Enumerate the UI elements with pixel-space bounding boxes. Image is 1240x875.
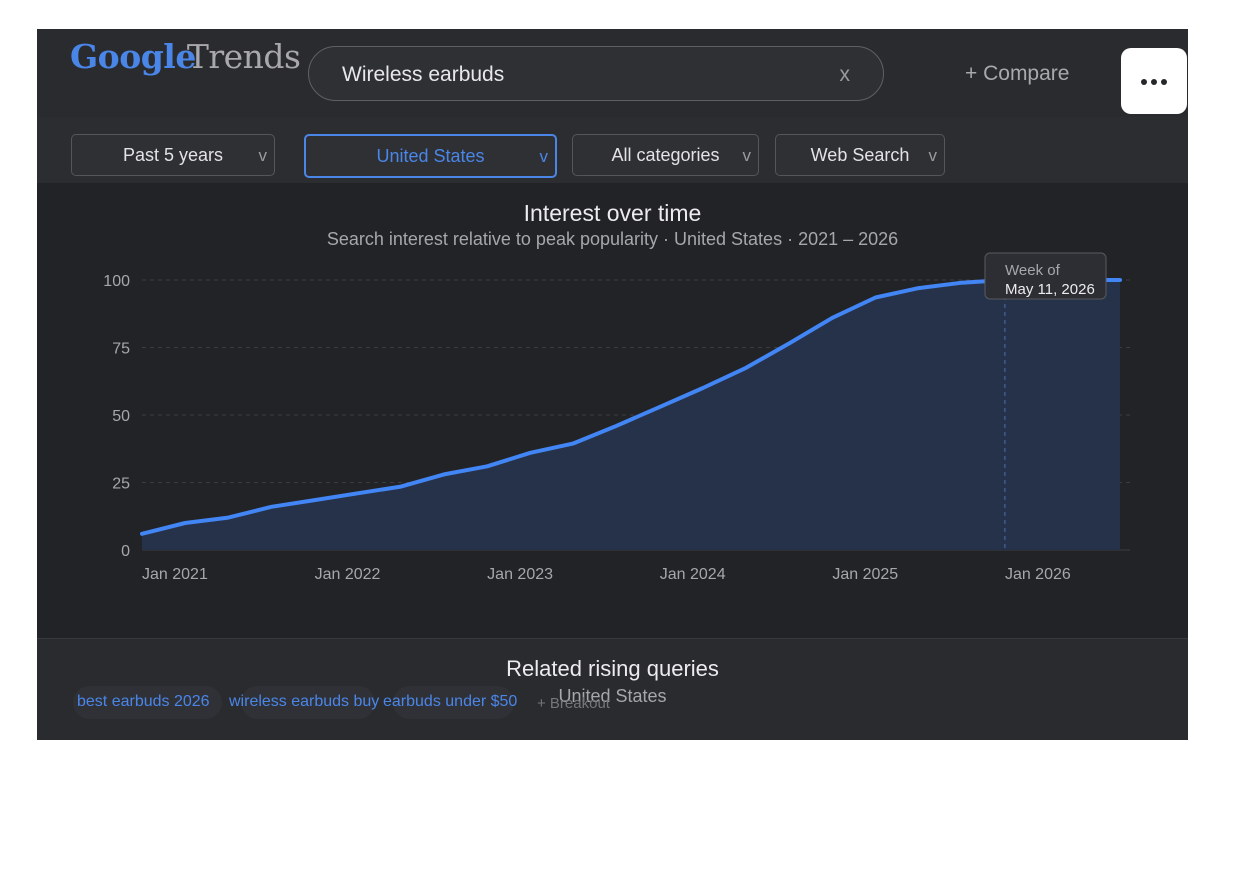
chart-subtitle: Search interest relative to peak popular… [326, 229, 899, 249]
google-trends-logo[interactable]: GoogleTrends [70, 37, 301, 76]
related-query-label[interactable]: wireless earbuds buy [229, 693, 380, 710]
related-query-label[interactable]: earbuds under $50 [383, 693, 518, 710]
y-tick-label: 0 [121, 543, 130, 560]
chevron-down-icon: v [539, 147, 549, 166]
chevron-down-icon: v [258, 146, 268, 165]
x-tick-label: Jan 2024 [660, 566, 726, 583]
y-tick-label: 100 [103, 273, 130, 290]
series-area [142, 280, 1120, 550]
tooltip-date: May 11, 2026 [1005, 281, 1095, 298]
y-tick-label: 50 [112, 408, 130, 425]
section-divider [37, 638, 1188, 639]
category-dropdown[interactable]: All categories v [572, 134, 759, 176]
related-query-chip[interactable] [241, 686, 375, 719]
clear-search-icon[interactable]: x [839, 63, 851, 86]
search-box[interactable]: Wireless earbuds x [308, 46, 884, 101]
x-tick-label: Jan 2026 [1005, 566, 1071, 583]
compare-button[interactable]: + Compare [965, 62, 1070, 85]
more-horizontal-icon [1141, 79, 1147, 85]
interest-over-time-chart[interactable]: 0 25 50 75 100 Jan 2021 Jan 2022 Jan 2023 Jan 20… [37, 29, 1188, 638]
time-range-dropdown[interactable]: Past 5 years v [71, 134, 275, 176]
related-query-chip[interactable] [73, 686, 222, 719]
related-queries-title: Related rising queries [506, 656, 719, 681]
related-query-chip[interactable] [393, 686, 514, 719]
tooltip-box [984, 252, 1107, 300]
x-tick-label: Jan 2022 [315, 566, 381, 583]
y-tick-label: 75 [112, 341, 130, 358]
search-type-dropdown[interactable]: Web Search v [775, 134, 945, 176]
more-dot [1161, 79, 1167, 85]
trends-window: GoogleTrends Wireless earbuds x + Compar… [37, 29, 1188, 740]
related-queries-region: United States [558, 686, 667, 706]
tooltip-label: Week of [1005, 262, 1061, 279]
more-dot [1151, 79, 1157, 85]
x-tick-label: Jan 2021 [142, 566, 208, 583]
y-tick-label: 25 [112, 476, 130, 493]
filter-bar: Past 5 years v United States v All categ… [37, 117, 1188, 183]
chevron-down-icon: v [928, 146, 938, 165]
region-dropdown[interactable]: United States v [304, 134, 557, 178]
x-tick-label: Jan 2023 [487, 566, 553, 583]
more-menu-button[interactable] [1121, 48, 1187, 114]
x-tick-label: Jan 2025 [832, 566, 898, 583]
related-query-label[interactable]: best earbuds 2026 [77, 693, 210, 710]
chart-title: Interest over time [523, 200, 702, 226]
chevron-down-icon: v [742, 146, 752, 165]
series-line [140, 278, 1122, 536]
search-query-text[interactable]: Wireless earbuds [342, 63, 505, 86]
breakout-label: + Breakout [537, 695, 610, 712]
